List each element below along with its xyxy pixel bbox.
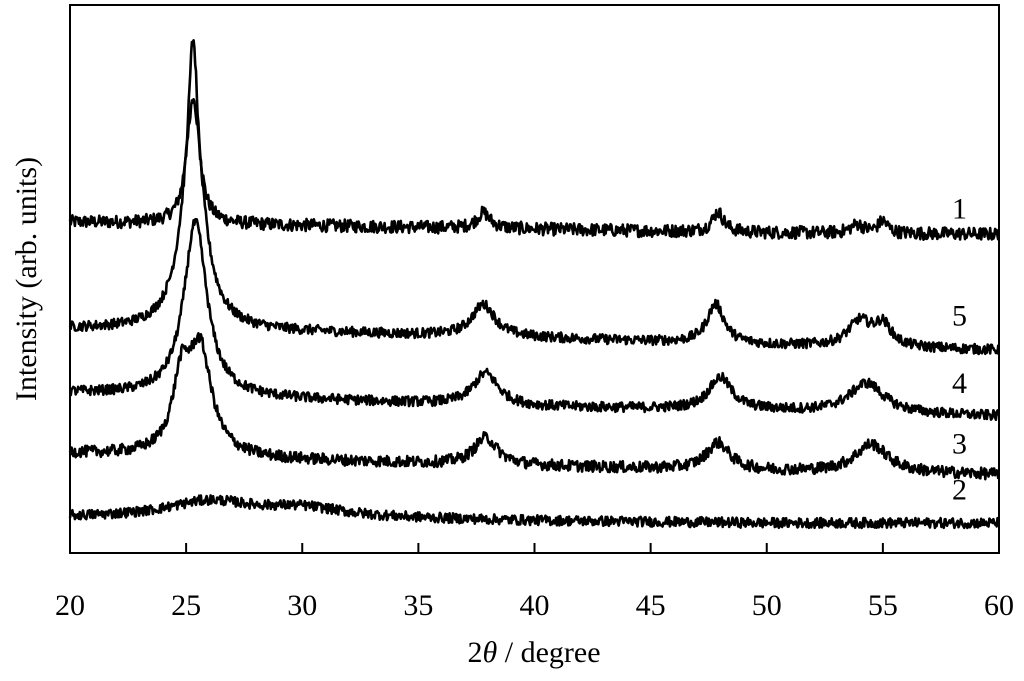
curve-label-2: 2 (952, 474, 967, 507)
x-tick-labels: 20 25 30 35 40 45 50 55 60 (55, 589, 1014, 622)
xrd-curve-3 (68, 332, 1000, 481)
xrd-curve-1 (68, 39, 1000, 241)
xrd-curve-2 (68, 494, 1000, 530)
x-tick-label: 40 (520, 589, 550, 622)
xrd-curve-5 (68, 97, 1000, 356)
curve-labels: 1 5 4 3 2 (952, 193, 967, 507)
curve-label-3: 3 (952, 427, 967, 460)
plot-frame (69, 4, 1000, 554)
curve-label-5: 5 (952, 299, 967, 332)
x-tick-label: 55 (868, 589, 898, 622)
x-tick-label: 20 (55, 589, 85, 622)
x-tick-label: 45 (636, 589, 666, 622)
xrd-curves (68, 39, 1000, 530)
x-tick-label: 50 (752, 589, 782, 622)
x-tick-label: 60 (984, 589, 1014, 622)
xrd-curve-4 (69, 217, 1000, 421)
y-axis-label: Intensity (arb. units) (10, 157, 43, 401)
x-tick-label: 35 (403, 589, 433, 622)
x-axis-label: 2θ / degree (467, 636, 600, 669)
curve-label-1: 1 (952, 193, 967, 226)
x-ticks (69, 543, 1000, 553)
x-tick-label: 30 (287, 589, 317, 622)
curve-label-4: 4 (952, 367, 967, 400)
x-tick-label: 25 (171, 589, 201, 622)
